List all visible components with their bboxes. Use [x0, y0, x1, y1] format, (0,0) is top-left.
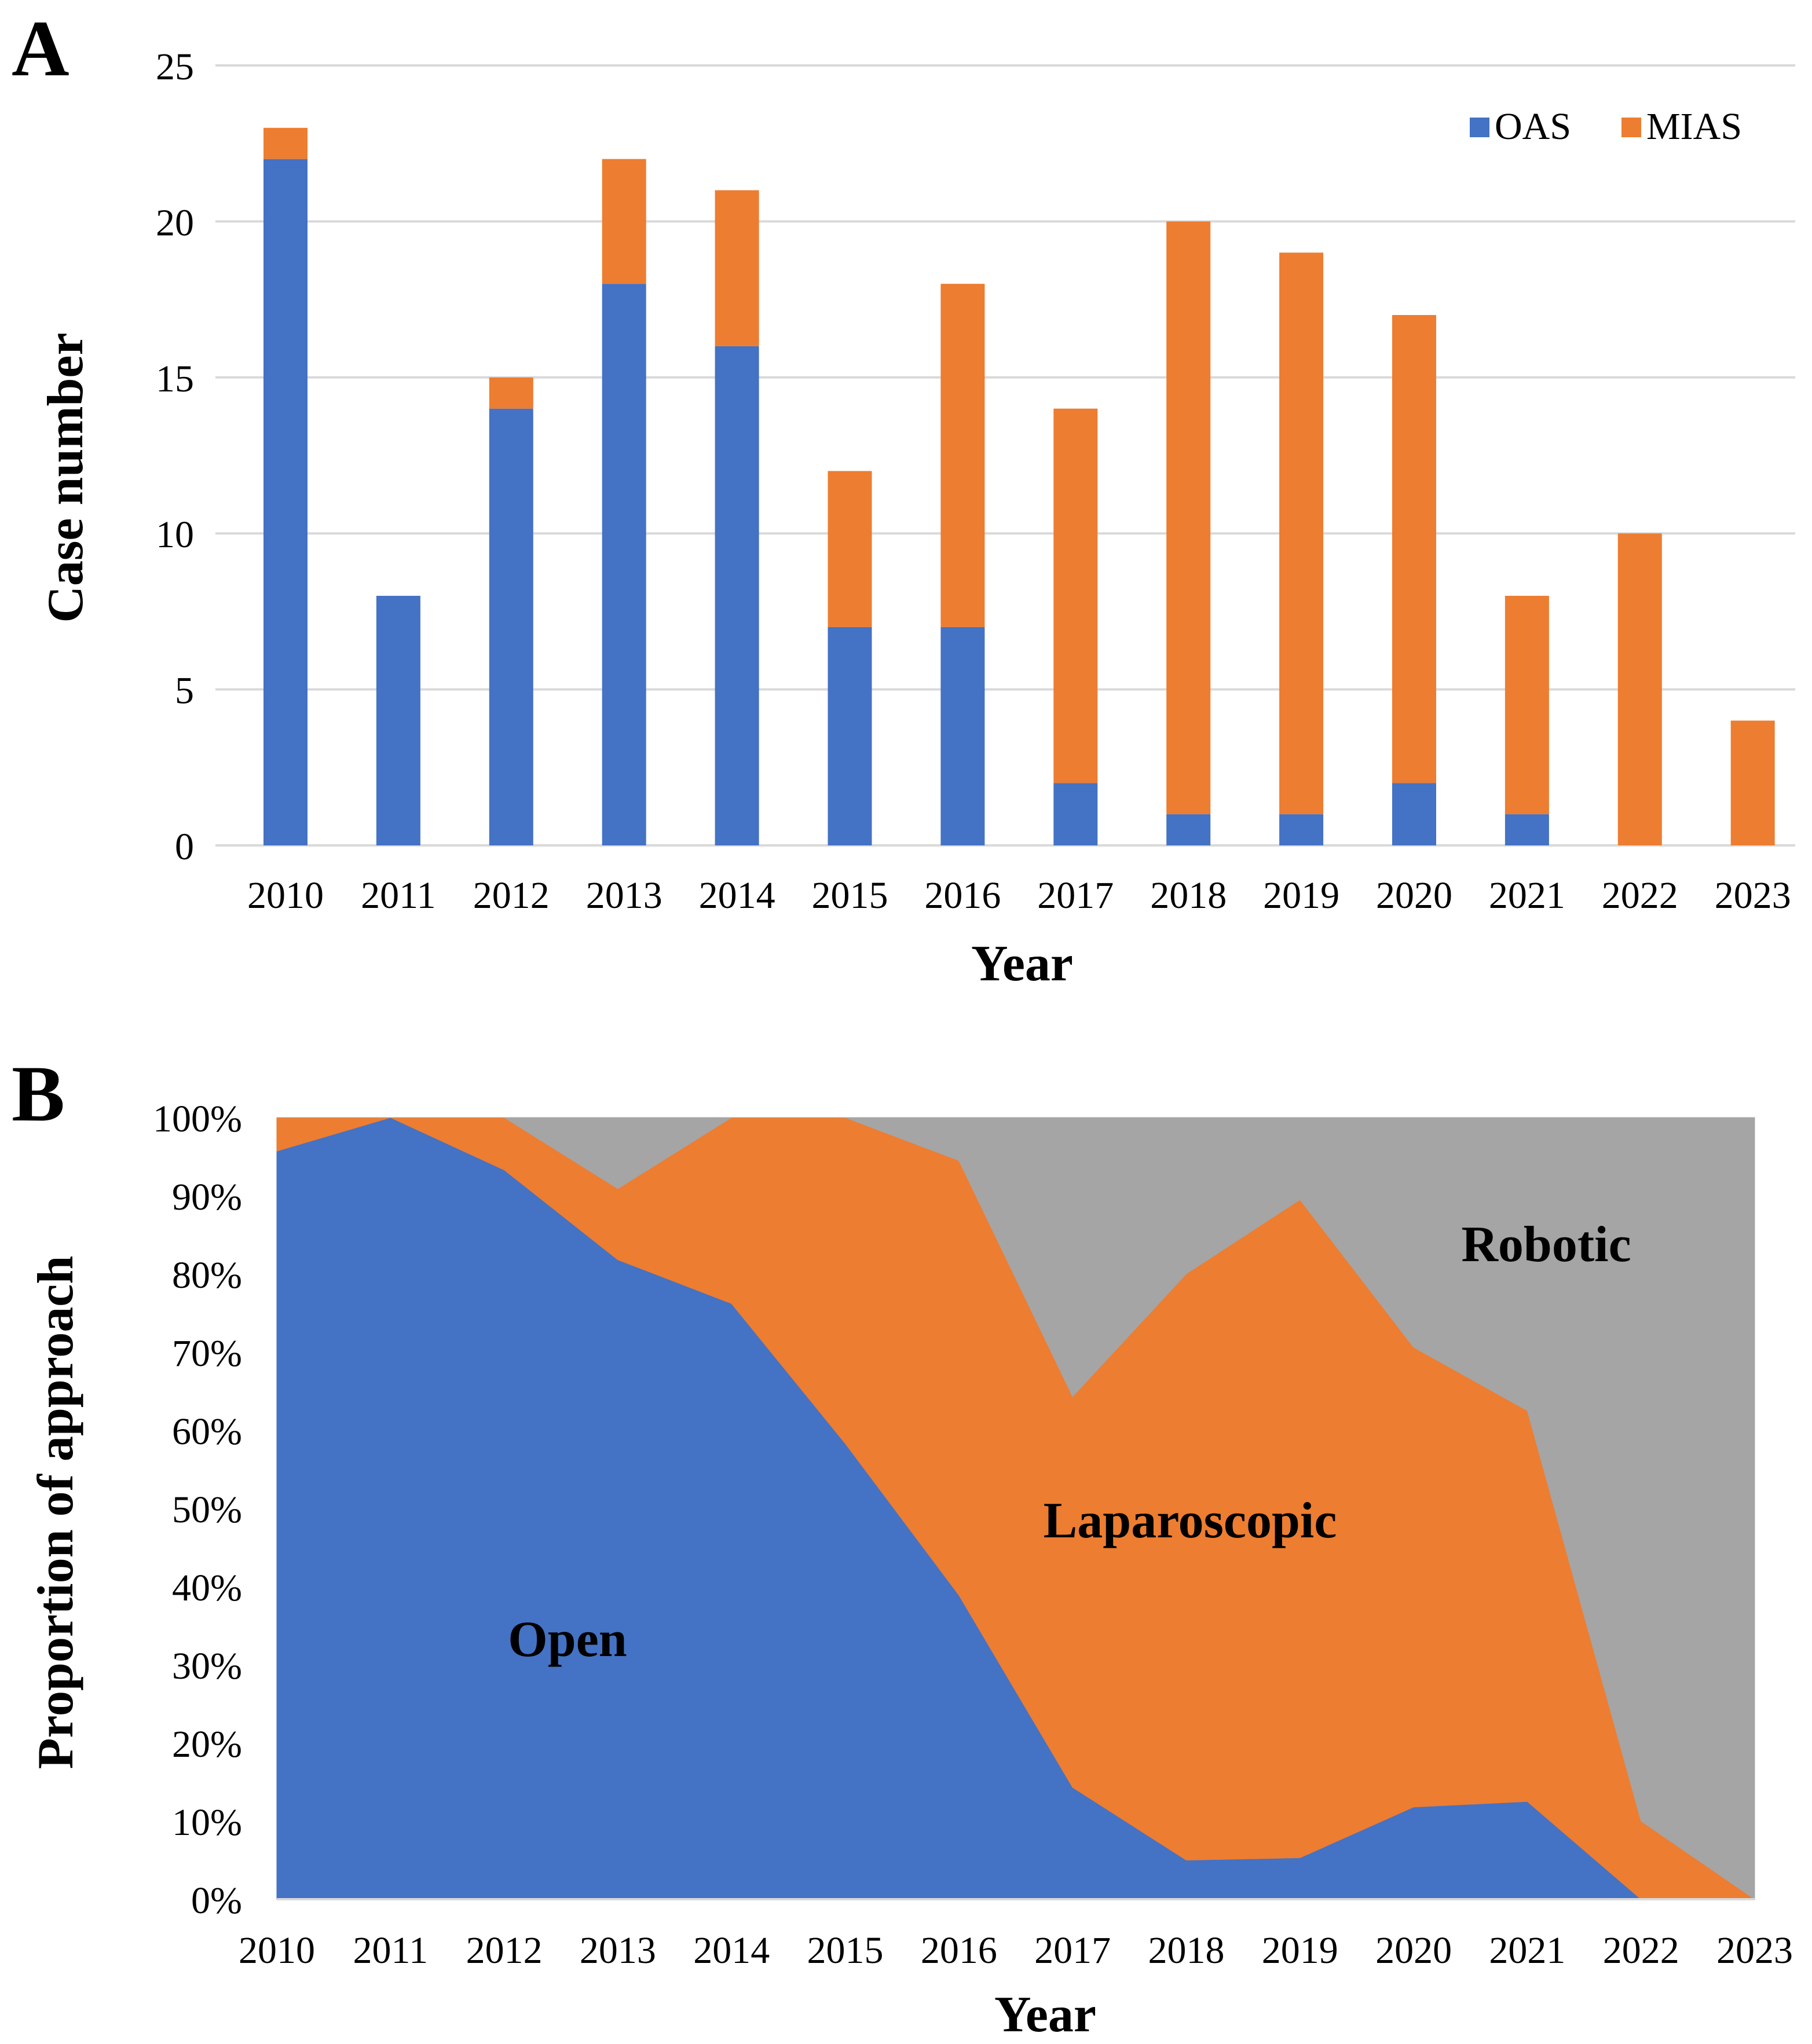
bar-mias-2014: [715, 190, 759, 346]
y-tick-label: 80%: [172, 1254, 242, 1296]
bar-oas-2013: [602, 284, 646, 845]
x-tick-label: 2016: [921, 1929, 997, 1972]
y-tick-label: 90%: [172, 1176, 242, 1218]
y-tick-label: 50%: [172, 1489, 242, 1531]
bar-mias-2021: [1504, 595, 1549, 815]
y-tick-label: 60%: [172, 1411, 242, 1453]
panel-b-label: B: [12, 1049, 65, 1138]
area-robotic: [277, 1117, 1755, 1900]
bar-mias-2017: [1053, 408, 1098, 783]
x-tick-label: 2018: [1150, 874, 1227, 917]
x-tick-label: 2014: [699, 874, 775, 917]
bar-oas-2015: [828, 627, 872, 845]
bar-oas-2014: [715, 346, 759, 845]
bar-oas-2020: [1392, 783, 1436, 845]
x-tick-label: 2023: [1715, 874, 1791, 917]
x-tick-label: 2014: [693, 1929, 770, 1972]
y-tick-label: 0%: [191, 1880, 242, 1922]
panel-a-label: A: [12, 4, 69, 93]
y-tick-label: 0: [175, 826, 194, 868]
panel-b-area-chart: B 0% 10% 20% 30% 40% 50% 60% 70% 80% 90% 100% 2010…: [12, 1049, 1793, 2043]
panel-b-areas: [276, 1117, 1756, 1900]
x-tick-label: 2011: [353, 1929, 429, 1972]
y-tick-label: 20%: [172, 1723, 242, 1765]
bar-mias-2012: [489, 377, 533, 409]
series-label-robotic: Robotic: [1461, 1217, 1631, 1273]
y-tick-label: 70%: [172, 1332, 242, 1375]
bar-oas-2012: [489, 408, 533, 845]
y-tick-label: 5: [175, 670, 194, 712]
panel-a-y-axis-label: Case number: [38, 332, 94, 622]
y-tick-label: 20: [156, 202, 194, 244]
x-tick-label: 2016: [924, 874, 1001, 917]
panel-b-x-tick-labels: 2010 2011 2012 2013 2014 2015 2016 2017 2018 2019…: [239, 1929, 1793, 1972]
x-tick-label: 2023: [1716, 1929, 1793, 1972]
panel-b-y-axis-label: Proportion of approach: [28, 1256, 84, 1770]
bar-mias-2015: [828, 471, 872, 627]
bar-oas-2017: [1053, 783, 1098, 845]
y-tick-label: 10: [156, 514, 194, 556]
bar-oas-2016: [940, 627, 985, 845]
x-tick-label: 2022: [1603, 1929, 1679, 1972]
x-tick-label: 2015: [812, 874, 888, 917]
bar-mias-2010: [263, 127, 308, 159]
bar-mias-2023: [1730, 720, 1775, 845]
x-tick-label: 2021: [1489, 874, 1565, 917]
y-tick-label: 10%: [172, 1801, 242, 1844]
series-label-laparoscopic: Laparoscopic: [1044, 1493, 1337, 1549]
bar-oas-2021: [1504, 814, 1549, 845]
y-tick-label: 30%: [172, 1645, 242, 1687]
bar-oas-2018: [1166, 814, 1211, 845]
panel-a-legend: OAS MIAS: [1470, 105, 1742, 148]
x-tick-label: 2010: [239, 1929, 315, 1972]
bar-mias-2019: [1279, 252, 1324, 815]
panel-b-y-tick-labels: 0% 10% 20% 30% 40% 50% 60% 70% 80% 90% 100%: [153, 1098, 242, 1922]
x-tick-label: 2011: [361, 874, 436, 917]
x-tick-label: 2021: [1489, 1929, 1565, 1972]
series-label-open: Open: [508, 1611, 627, 1668]
bar-mias-2013: [602, 159, 646, 284]
panel-a-gridlines: [215, 64, 1795, 847]
panel-a-x-tick-labels: 2010 2011 2012 2013 2014 2015 2016 2017 2018 2019…: [247, 874, 1791, 917]
bar-mias-2022: [1617, 533, 1662, 845]
bar-mias-2016: [940, 284, 985, 627]
panel-b-series-labels: Open Laparoscopic Robotic: [508, 1217, 1631, 1668]
x-tick-label: 2010: [247, 874, 324, 917]
x-tick-label: 2018: [1148, 1929, 1224, 1972]
x-tick-label: 2019: [1262, 1929, 1338, 1972]
legend-label-oas: OAS: [1495, 105, 1571, 148]
x-tick-label: 2020: [1375, 1929, 1452, 1972]
bar-oas-2010: [263, 159, 308, 845]
y-tick-label: 25: [156, 46, 194, 88]
x-tick-label: 2013: [586, 874, 662, 917]
y-tick-label: 15: [156, 358, 194, 400]
x-tick-label: 2012: [473, 874, 550, 917]
legend-swatch-mias: [1621, 118, 1641, 137]
y-tick-label: 40%: [172, 1567, 242, 1609]
x-tick-label: 2013: [580, 1929, 656, 1972]
legend-label-mias: MIAS: [1646, 105, 1742, 148]
x-tick-label: 2017: [1034, 1929, 1111, 1972]
bar-mias-2020: [1392, 315, 1436, 783]
x-tick-label: 2022: [1602, 874, 1678, 917]
panel-b-x-axis-label: Year: [994, 1987, 1096, 2043]
panel-a-bars: [263, 127, 1775, 845]
x-tick-label: 2017: [1037, 874, 1114, 917]
x-tick-label: 2012: [466, 1929, 543, 1972]
panel-a-y-tick-labels: 0 5 10 15 20 25: [156, 46, 194, 868]
x-tick-label: 2019: [1263, 874, 1339, 917]
bar-mias-2018: [1166, 221, 1211, 815]
y-tick-label: 100%: [153, 1098, 242, 1140]
legend-swatch-oas: [1470, 118, 1489, 137]
x-tick-label: 2020: [1376, 874, 1452, 917]
panel-a-x-axis-label: Year: [971, 936, 1073, 992]
bar-oas-2019: [1279, 814, 1324, 845]
x-tick-label: 2015: [807, 1929, 884, 1972]
bar-oas-2011: [376, 595, 420, 845]
